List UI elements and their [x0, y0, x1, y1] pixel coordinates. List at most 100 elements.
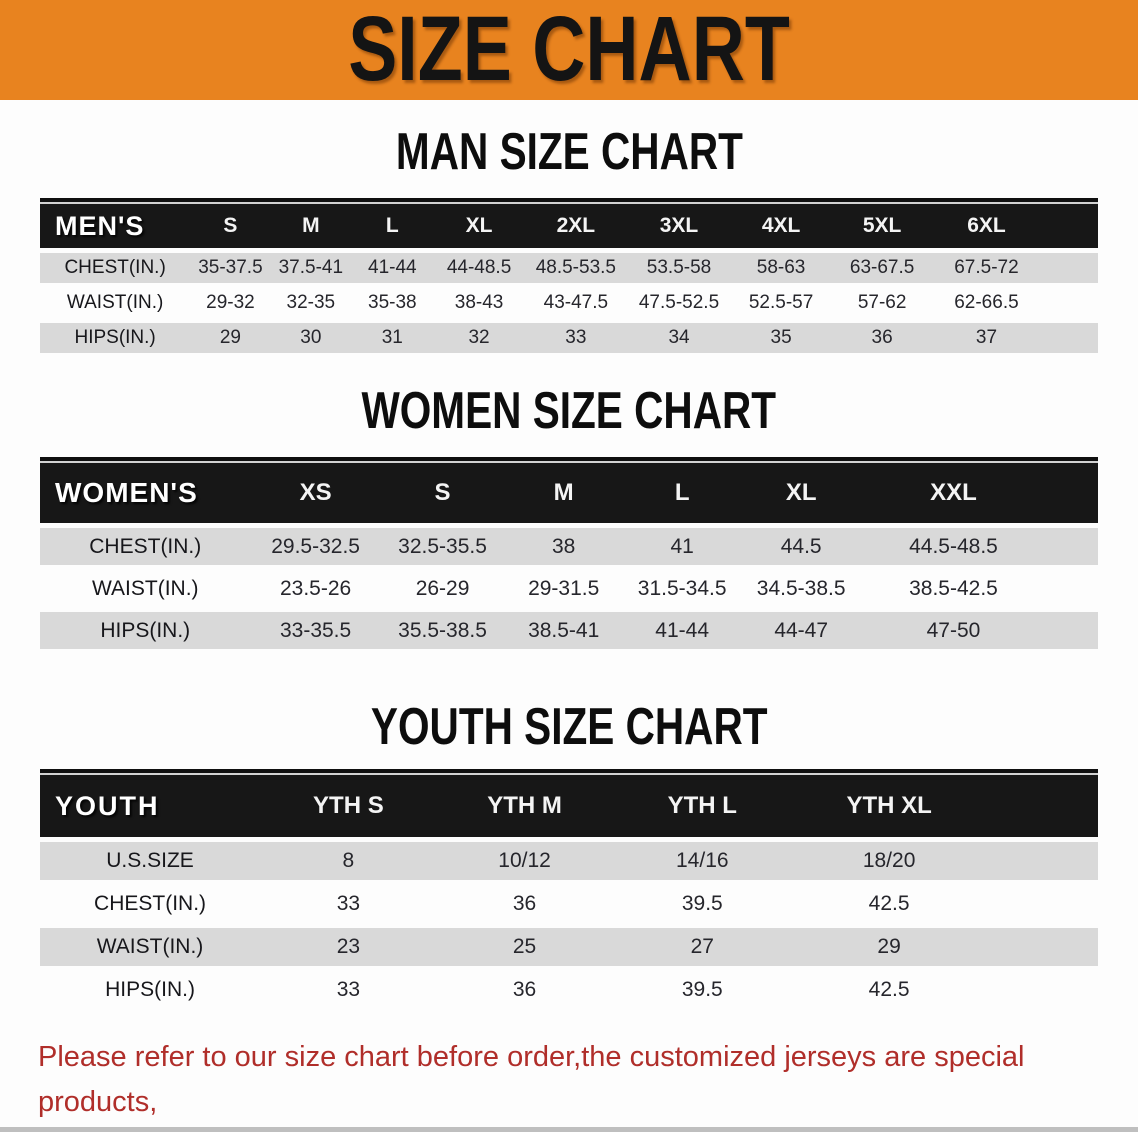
size-value-cell: 58-63 [756, 257, 806, 279]
youth-table: YOUTH YTH S YTH M YTH L YTH XL U.S.SIZE … [40, 769, 1098, 1010]
men-col-header: XL [465, 214, 493, 238]
size-value-cell: 43-47.5 [543, 292, 609, 314]
size-value-cell: 27 [690, 935, 714, 959]
size-value-cell: 37.5-41 [278, 257, 344, 279]
women-section: WOMEN SIZE CHART WOMEN'S XS S M L XL XXL… [0, 383, 1138, 650]
notice-line-1: Please refer to our size chart before or… [38, 1041, 1025, 1119]
women-chest-row: CHEST(IN.) 29.5-32.5 32.5-35.5 38 41 44.… [40, 528, 1098, 566]
size-value-cell: 35.5-38.5 [398, 618, 487, 642]
men-table: MEN'S S M L XL 2XL 3XL 4XL 5XL 6XL CHEST… [40, 198, 1098, 354]
size-value-cell: 39.5 [681, 978, 723, 1002]
size-value-cell: 52.5-57 [748, 292, 814, 314]
size-value-cell: 63-67.5 [849, 257, 915, 279]
men-header-row: MEN'S S M L XL 2XL 3XL 4XL 5XL 6XL [40, 202, 1098, 249]
size-value-cell: 36 [512, 892, 537, 916]
size-value-cell: 47.5-52.5 [638, 292, 720, 314]
women-col-header: XL [785, 479, 817, 507]
youth-hips-row: HIPS(IN.) 33 36 39.5 42.5 [40, 971, 1098, 1010]
size-value-cell: 38-43 [454, 292, 504, 314]
size-value-cell: 33 [336, 978, 361, 1002]
youth-section: YOUTH SIZE CHART YOUTH YTH S YTH M YTH L… [0, 699, 1138, 1010]
size-value-cell: 33 [565, 327, 587, 349]
size-value-cell: 37 [975, 327, 998, 349]
order-notice: Please refer to our size chart before or… [38, 1035, 1100, 1132]
men-waist-row: WAIST(IN.) 29-32 32-35 35-38 38-43 43-47… [40, 288, 1098, 319]
men-chest-row: CHEST(IN.) 35-37.5 37.5-41 41-44 44-48.5… [40, 253, 1098, 284]
youth-col-header: YTH M [487, 792, 562, 820]
size-value-cell: 42.5 [868, 978, 910, 1002]
women-col-header: XS [299, 479, 332, 507]
men-col-header: 5XL [862, 214, 902, 238]
youth-col-header: YTH XL [846, 792, 932, 820]
size-value-cell: 34 [668, 327, 690, 349]
size-value-cell: 38 [552, 534, 576, 558]
youth-heading-text: YOUTH SIZE CHART [370, 698, 768, 757]
youth-corner-label: YOUTH [55, 790, 160, 821]
size-value-cell: 32 [468, 327, 490, 349]
size-value-cell: 35-38 [368, 292, 417, 314]
bottom-edge-bar [0, 1127, 1138, 1132]
men-heading-text: MAN SIZE CHART [395, 123, 743, 181]
size-value-cell: 32.5-35.5 [398, 534, 487, 558]
size-value-cell: 35 [770, 327, 792, 349]
men-col-header: 6XL [967, 214, 1006, 238]
youth-col-header: YTH L [667, 792, 737, 820]
size-value-cell: 32-35 [286, 292, 336, 314]
women-col-header: M [553, 479, 574, 507]
row-label: CHEST(IN.) [94, 892, 207, 916]
size-value-cell: 29.5-32.5 [271, 534, 360, 558]
size-value-cell: 53.5-58 [646, 257, 712, 279]
size-value-cell: 47-50 [926, 618, 981, 642]
size-value-cell: 31.5-34.5 [637, 576, 727, 600]
size-value-cell: 10/12 [498, 849, 551, 873]
size-value-cell: 42.5 [868, 892, 910, 916]
size-value-cell: 23 [336, 935, 361, 959]
women-heading-text: WOMEN SIZE CHART [361, 382, 777, 441]
row-label: WAIST(IN.) [91, 576, 199, 600]
size-value-cell: 29 [877, 935, 901, 959]
size-value-cell: 44.5 [780, 534, 822, 558]
size-value-cell: 33-35.5 [279, 618, 352, 642]
men-col-header: 2XL [556, 214, 596, 238]
banner-title: SIZE CHART [348, 0, 790, 101]
size-value-cell: 30 [300, 327, 322, 349]
women-header-row: WOMEN'S XS S M L XL XXL [40, 461, 1098, 524]
row-label: WAIST(IN.) [66, 292, 164, 314]
size-value-cell: 41-44 [655, 618, 710, 642]
size-value-cell: 38.5-41 [528, 618, 600, 642]
size-value-cell: 44.5-48.5 [909, 534, 998, 558]
size-value-cell: 36 [512, 978, 537, 1002]
men-col-header: 3XL [659, 214, 699, 238]
size-value-cell: 36 [871, 327, 893, 349]
size-value-cell: 35-37.5 [198, 257, 263, 279]
women-heading: WOMEN SIZE CHART [0, 383, 1138, 439]
size-value-cell: 57-62 [857, 292, 907, 314]
men-col-header: 4XL [761, 214, 801, 238]
size-value-cell: 23.5-26 [279, 576, 352, 600]
size-value-cell: 38.5-42.5 [909, 576, 998, 600]
women-col-header: XXL [930, 479, 977, 507]
banner: SIZE CHART [0, 0, 1138, 100]
youth-heading: YOUTH SIZE CHART [0, 699, 1138, 755]
row-label: HIPS(IN.) [100, 618, 191, 642]
men-heading: MAN SIZE CHART [0, 124, 1138, 180]
women-hips-row: HIPS(IN.) 33-35.5 35.5-38.5 38.5-41 41-4… [40, 612, 1098, 650]
size-value-cell: 41-44 [368, 257, 417, 279]
youth-ussize-row: U.S.SIZE 8 10/12 14/16 18/20 [40, 842, 1098, 881]
youth-chest-row: CHEST(IN.) 33 36 39.5 42.5 [40, 885, 1098, 924]
women-col-header: S [434, 479, 451, 507]
youth-col-header: YTH S [313, 792, 384, 820]
men-corner-label: MEN'S [55, 210, 145, 241]
women-corner-label: WOMEN'S [55, 477, 198, 509]
row-label: HIPS(IN.) [105, 978, 195, 1002]
size-value-cell: 44-48.5 [446, 257, 512, 279]
row-label: HIPS(IN.) [74, 327, 156, 349]
size-value-cell: 33 [336, 892, 361, 916]
size-value-cell: 18/20 [862, 849, 916, 873]
size-value-cell: 31 [381, 327, 403, 349]
size-value-cell: 25 [512, 935, 537, 959]
size-value-cell: 34.5-38.5 [756, 576, 846, 600]
size-value-cell: 67.5-72 [954, 257, 1019, 279]
size-value-cell: 29-32 [206, 292, 255, 314]
